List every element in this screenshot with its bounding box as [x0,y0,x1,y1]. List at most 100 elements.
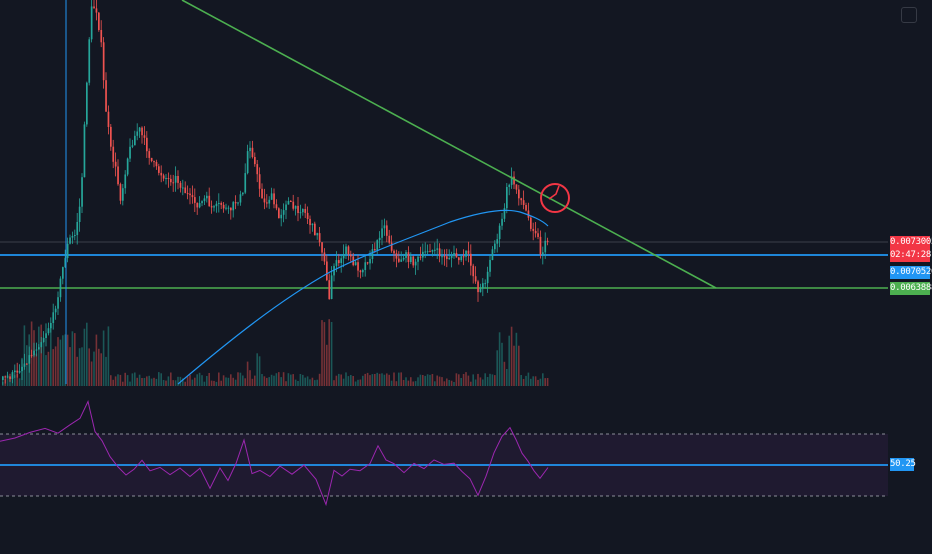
candle-body [244,173,247,193]
chart-settings-button[interactable] [901,7,917,23]
volume-bar [407,380,410,386]
volume-bar [366,372,369,386]
candle-body [537,233,539,237]
descending-trendline [181,0,717,289]
candle-body [9,376,11,379]
candle-body [378,237,381,241]
candle-body [345,246,347,254]
volume-bar [263,376,266,386]
candle-body [256,164,259,175]
candle-body [134,135,136,146]
candle-body [124,174,127,189]
volume-bar [354,381,357,386]
candle-body [14,370,16,373]
volume-bar [57,337,59,386]
volume-bar [150,378,153,386]
candle-body [366,262,369,264]
candle-body [342,254,345,259]
volume-bar [78,348,81,386]
candle-body [472,265,475,277]
volume-bar [362,375,364,386]
candle-body [383,225,386,229]
volume-bar [93,351,95,386]
volume-bar [386,373,388,386]
volume-bar [414,381,417,386]
candle-body [138,127,141,132]
candle-body [189,193,191,196]
volume-bar [496,350,498,386]
volume-bar [45,355,47,386]
volume-bar [374,374,376,386]
candle-body [357,262,359,271]
candle-body [390,242,393,251]
candle-body [258,174,261,189]
candle-body [426,251,429,253]
candle-body [417,256,419,262]
candle-body [81,177,83,207]
candle-body [172,182,175,184]
candle-body [446,256,448,259]
candle-body [489,259,491,272]
volume-bar [254,375,256,386]
candle-body [35,349,38,351]
volume-bar [455,373,458,386]
candle-body [47,328,50,334]
volume-bar [546,378,549,386]
candle-body [328,280,331,300]
candle-body [302,209,304,213]
volume-bar [472,374,474,386]
volume-bar [90,361,93,386]
candle-body [539,236,542,255]
candle-body [162,175,165,179]
candle-body [225,207,227,209]
volume-bar [520,375,522,386]
volume-bar [35,353,38,386]
last-price-tag: 0.00730050 [890,236,932,249]
candle-body [402,257,405,260]
volume-bar [215,381,218,386]
candle-body [254,157,256,165]
candle-body [515,184,518,190]
volume-bar [510,326,513,386]
volume-bar [66,334,69,386]
candle-body [242,192,244,195]
candle-body [239,194,242,203]
volume-bar [470,381,472,386]
volume-bar [376,372,378,386]
volume-bar [186,376,189,386]
candle-body [62,267,64,279]
volume-bar [232,377,234,386]
volume-bar [410,377,412,386]
volume-bar [321,320,323,386]
candle-body [395,253,398,259]
volume-bar [110,375,112,386]
candle-body [374,249,376,251]
candle-body [270,193,273,200]
volume-bar [146,376,148,386]
candle-body [316,233,319,236]
volume-bar [210,380,213,386]
candle-body [318,233,321,243]
volume-bar [275,373,278,386]
candle-body [52,312,55,323]
candle-body [422,251,424,258]
volume-bar [220,380,222,386]
candle-body [170,178,172,183]
candle-body [304,209,307,213]
candle-body [69,237,71,244]
volume-bar [479,377,482,386]
volume-bar [206,376,208,386]
volume-bar [268,377,270,386]
candle-body [299,212,302,214]
volume-bar [177,376,179,386]
candle-body [59,278,62,298]
volume-bar [338,373,340,386]
candle-body [530,217,532,229]
candle-body [513,176,515,185]
candle-body [126,158,129,175]
candle-body [215,203,218,207]
volume-bar [482,379,484,386]
volume-bar [83,328,86,386]
